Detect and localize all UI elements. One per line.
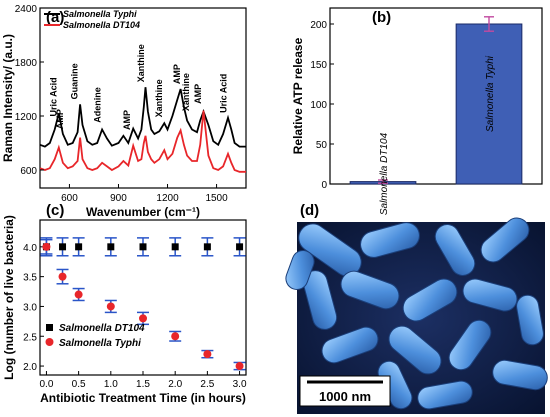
x-tick-label-c: 1.5 (136, 379, 150, 390)
legend-marker-dt104 (46, 324, 53, 331)
y-tick-label-a: 2400 (15, 4, 38, 15)
bacterium (388, 325, 442, 375)
bacterium (298, 223, 362, 277)
y-tick-label-a: 1800 (15, 58, 38, 69)
panel-label-c: (c) (46, 202, 64, 219)
data-point-typhi (171, 332, 180, 341)
panel-b-atp-bar-chart: 0 50 100 150 200 Relative ATP release Salmonel… (291, 7, 543, 215)
y-tick-label-c: 3.5 (23, 273, 37, 284)
category-label-b: Salmonella DT104 (379, 132, 390, 215)
x-tick-label-c: 0.0 (39, 379, 53, 390)
bacterium (516, 294, 544, 346)
y-tick-label-b: 100 (310, 100, 327, 111)
y-tick-label-a: 1200 (15, 112, 38, 123)
peak-annotation: AMP (122, 110, 132, 130)
data-point-dt104 (75, 243, 83, 251)
peak-annotation: Xanthine (136, 44, 146, 82)
data-point-typhi (203, 350, 212, 359)
x-tick-label-a: 1200 (156, 193, 179, 204)
data-point-dt104 (171, 243, 179, 251)
bacterium (480, 217, 530, 263)
data-point-dt104 (107, 243, 115, 251)
y-tick-label-b: 200 (310, 20, 327, 31)
bacterium (321, 326, 379, 364)
legend-entry-c: Salmonella Typhi (59, 338, 141, 349)
x-tick-label-c: 2.5 (200, 379, 214, 390)
data-point-dt104 (203, 243, 211, 251)
bacterium (417, 380, 473, 410)
plot-frame-b (329, 7, 543, 185)
legend-marker-typhi (45, 338, 54, 346)
x-tick-label-a: 900 (110, 193, 127, 204)
panel-label-b: (b) (372, 9, 391, 26)
data-point-typhi (42, 242, 51, 251)
peak-annotation: AMP (172, 64, 182, 84)
series-line-dt104 (40, 110, 246, 173)
data-point-dt104 (139, 243, 147, 251)
bacterium (340, 270, 400, 310)
peak-annotation: Xanthine (181, 73, 191, 111)
y-tick-label-b: 150 (310, 60, 327, 71)
peak-annotation: AMP (55, 109, 65, 129)
y-tick-label-a: 600 (20, 166, 37, 177)
data-point-dt104 (59, 243, 67, 251)
data-point-dt104 (236, 243, 244, 251)
bacterium (462, 278, 518, 312)
y-tick-label-c: 3.0 (23, 302, 37, 313)
y-axis-label-b: Relative ATP release (291, 37, 305, 154)
peak-annotation: AMP (193, 84, 203, 104)
bacterium (402, 278, 458, 322)
y-tick-label-b: 0 (321, 180, 327, 191)
panel-c-survival-scatter: 0.0 0.5 1.0 1.5 2.0 2.5 3.0 2.0 2.5 3.0 3.5 4.0 Anti… (2, 215, 247, 405)
peak-annotation: Guanine (70, 63, 80, 99)
bacterium (360, 222, 420, 258)
category-label-b: Salmonella Typhi (485, 55, 496, 132)
series-line-typhi (40, 87, 246, 148)
panel-label-a: (a) (46, 9, 64, 26)
peak-annotation: Xanthine (154, 79, 164, 117)
panel-d-micrograph: 1000 nm (285, 217, 548, 414)
peak-annotation: Uric Acid (48, 77, 58, 116)
y-tick-label-c: 4.0 (23, 243, 37, 254)
x-tick-label-c: 3.0 (233, 379, 247, 390)
data-point-typhi (106, 302, 115, 311)
y-tick-label-c: 2.5 (23, 332, 37, 343)
y-axis-label-a: Raman Intensity/ (a.u.) (1, 34, 15, 162)
panel-a-raman-spectrum: 600 900 1200 1500 600 1200 1800 2400 Wavenumber … (1, 4, 247, 219)
bacterium (302, 270, 338, 330)
x-tick-label-a: 1500 (205, 193, 228, 204)
legend-entry-a: Salmonella Typhi (63, 9, 137, 19)
y-tick-label-c: 2.0 (23, 362, 37, 373)
data-point-typhi (74, 290, 83, 299)
series-group-a (40, 87, 246, 173)
data-point-typhi (139, 314, 147, 323)
y-tick-label-b: 50 (316, 140, 328, 151)
x-tick-label-c: 1.0 (104, 379, 118, 390)
plot-frame-a (39, 7, 247, 189)
y-axis-label-c: Log (number of live bacteria) (2, 215, 16, 380)
panel-label-d: (d) (300, 202, 319, 219)
x-axis-label-c: Antibiotic Treatment Time (in hours) (40, 391, 246, 405)
legend-entry-c: Salmonella DT104 (59, 323, 145, 334)
x-axis-label-a: Wavenumber (cm⁻¹) (86, 205, 200, 219)
legend-entry-a: Salmonella DT104 (63, 20, 140, 30)
peak-annotation: Uric Acid (218, 74, 228, 113)
peak-annotation: Adenine (92, 87, 102, 123)
x-tick-label-c: 0.5 (72, 379, 86, 390)
data-point-typhi (58, 272, 67, 281)
bacterium (448, 319, 492, 371)
scalebar-label: 1000 nm (319, 389, 371, 404)
bacterium (285, 250, 315, 290)
bacterium (434, 224, 476, 276)
data-point-typhi (235, 362, 244, 371)
x-tick-label-c: 2.0 (168, 379, 182, 390)
bacterium (492, 359, 548, 391)
x-tick-label-a: 600 (61, 193, 78, 204)
bacteria-cells (285, 217, 548, 410)
